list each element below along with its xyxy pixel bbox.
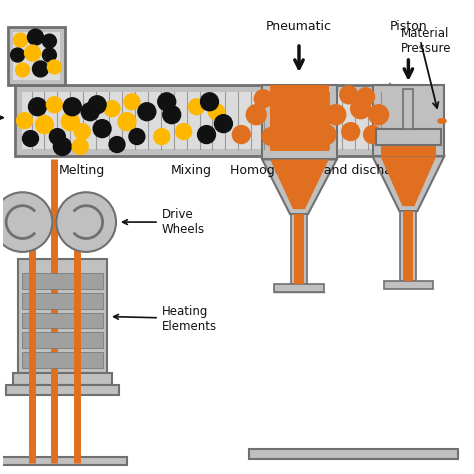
Circle shape <box>36 116 54 134</box>
Circle shape <box>16 63 29 77</box>
FancyBboxPatch shape <box>375 128 441 145</box>
Polygon shape <box>373 156 444 211</box>
Circle shape <box>340 86 358 104</box>
Circle shape <box>158 93 176 111</box>
Text: Pneumatic: Pneumatic <box>266 20 332 33</box>
FancyBboxPatch shape <box>21 352 103 368</box>
Text: Drive
Wheels: Drive Wheels <box>123 208 205 236</box>
FancyBboxPatch shape <box>403 89 413 128</box>
FancyBboxPatch shape <box>381 128 436 156</box>
Text: Melting: Melting <box>59 164 105 177</box>
Text: Piston: Piston <box>390 20 427 33</box>
Circle shape <box>0 192 53 252</box>
FancyBboxPatch shape <box>381 145 436 156</box>
Circle shape <box>33 61 48 77</box>
Polygon shape <box>262 159 337 214</box>
FancyBboxPatch shape <box>403 211 413 281</box>
Circle shape <box>176 124 191 139</box>
Circle shape <box>118 113 136 131</box>
Text: Mixing: Mixing <box>171 164 212 177</box>
Circle shape <box>17 113 33 128</box>
Circle shape <box>271 87 291 107</box>
Circle shape <box>10 48 25 62</box>
Circle shape <box>28 98 46 116</box>
Circle shape <box>201 93 219 111</box>
Circle shape <box>292 88 310 106</box>
FancyBboxPatch shape <box>21 92 383 149</box>
Circle shape <box>163 106 181 124</box>
FancyBboxPatch shape <box>13 373 112 385</box>
Circle shape <box>369 105 389 125</box>
Circle shape <box>43 34 56 48</box>
FancyBboxPatch shape <box>21 292 103 309</box>
Circle shape <box>326 105 346 125</box>
Circle shape <box>290 123 308 141</box>
Polygon shape <box>391 85 440 156</box>
FancyBboxPatch shape <box>8 27 65 85</box>
Circle shape <box>246 105 266 125</box>
FancyBboxPatch shape <box>262 85 337 159</box>
Circle shape <box>93 119 111 137</box>
Polygon shape <box>270 159 329 209</box>
Circle shape <box>25 45 40 61</box>
Circle shape <box>262 128 280 146</box>
Circle shape <box>189 99 204 115</box>
Circle shape <box>254 90 272 108</box>
Text: Heating
Elements: Heating Elements <box>114 304 217 333</box>
FancyBboxPatch shape <box>291 214 307 284</box>
Circle shape <box>104 101 120 117</box>
Circle shape <box>72 138 88 155</box>
Circle shape <box>109 137 125 153</box>
FancyBboxPatch shape <box>0 457 127 465</box>
Circle shape <box>310 88 328 106</box>
Circle shape <box>49 128 65 145</box>
FancyBboxPatch shape <box>401 211 416 281</box>
Polygon shape <box>381 156 436 206</box>
Circle shape <box>154 128 170 145</box>
Circle shape <box>64 98 81 116</box>
FancyBboxPatch shape <box>270 85 329 152</box>
Circle shape <box>214 115 232 133</box>
FancyBboxPatch shape <box>249 449 458 459</box>
Circle shape <box>23 131 38 146</box>
Circle shape <box>88 96 106 114</box>
FancyBboxPatch shape <box>6 385 119 395</box>
Circle shape <box>81 103 99 121</box>
Circle shape <box>46 97 62 113</box>
FancyBboxPatch shape <box>21 273 103 289</box>
FancyBboxPatch shape <box>383 281 433 289</box>
Circle shape <box>198 126 216 144</box>
Circle shape <box>342 123 360 141</box>
Circle shape <box>129 128 145 145</box>
Circle shape <box>364 126 382 144</box>
Circle shape <box>356 88 374 106</box>
Circle shape <box>303 102 323 122</box>
FancyBboxPatch shape <box>21 312 103 328</box>
Circle shape <box>232 126 250 144</box>
Circle shape <box>43 48 56 62</box>
Circle shape <box>61 113 79 131</box>
Circle shape <box>124 94 140 109</box>
FancyBboxPatch shape <box>21 332 103 348</box>
Circle shape <box>47 60 61 74</box>
Circle shape <box>54 137 71 155</box>
Text: Homogenizing and discharge: Homogenizing and discharge <box>229 164 412 177</box>
Circle shape <box>74 124 90 139</box>
FancyBboxPatch shape <box>294 214 304 284</box>
FancyBboxPatch shape <box>373 85 444 156</box>
Circle shape <box>316 125 336 145</box>
Circle shape <box>14 33 27 47</box>
Circle shape <box>209 104 224 119</box>
Text: Material
Pressure: Material Pressure <box>401 27 451 55</box>
FancyBboxPatch shape <box>18 259 107 373</box>
Circle shape <box>351 99 371 118</box>
FancyBboxPatch shape <box>13 32 60 80</box>
Circle shape <box>138 103 156 121</box>
Circle shape <box>276 105 296 125</box>
Circle shape <box>27 29 44 45</box>
FancyBboxPatch shape <box>274 284 324 292</box>
Circle shape <box>56 192 116 252</box>
FancyBboxPatch shape <box>15 85 391 156</box>
